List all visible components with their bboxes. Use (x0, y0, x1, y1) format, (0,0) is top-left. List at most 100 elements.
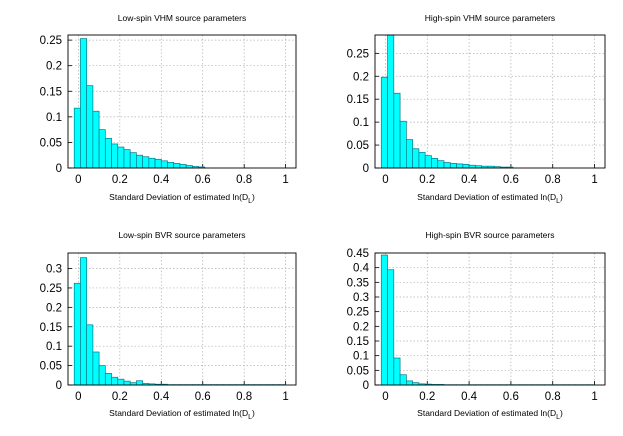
histogram-bar (380, 254, 388, 386)
histogram-bar (123, 380, 131, 386)
chart-title: High-spin BVR source parameters (426, 230, 555, 240)
histogram-bar (399, 374, 407, 386)
histogram-bar (98, 129, 106, 169)
histogram-bar (437, 160, 445, 169)
histogram-bar (387, 34, 395, 169)
x-tick-label: 0.8 (236, 174, 252, 186)
x-tick-label: 0.8 (236, 391, 252, 403)
x-tick-label: 0.2 (419, 174, 435, 186)
x-tick-label: 0 (382, 174, 388, 186)
x-tick-label: 0.2 (112, 391, 128, 403)
x-tick-label: 1 (591, 174, 597, 186)
y-tick-label: 0.05 (347, 365, 369, 377)
x-axis-label-end: ) (560, 192, 563, 202)
x-tick-label: 0 (75, 391, 81, 403)
x-axis-label: Standard Deviation of estimated ln(DL) (109, 408, 255, 421)
x-tick-label: 0.2 (419, 391, 435, 403)
histogram-bar (117, 378, 125, 386)
histogram-bar (424, 155, 432, 169)
histogram-bar (393, 92, 401, 169)
y-tick-label: 0.05 (40, 137, 62, 149)
x-axis-label-subscript: L (556, 414, 560, 421)
y-tick-label: 0.45 (347, 248, 369, 260)
x-axis-label-end: ) (252, 192, 255, 202)
x-tick-label: 0.6 (195, 174, 211, 186)
y-tick-label: 0.25 (347, 307, 369, 319)
y-tick-label: 0 (363, 380, 369, 392)
x-tick-label: 0.6 (503, 174, 519, 186)
histogram-bar (92, 351, 100, 386)
histogram-bar (123, 149, 131, 169)
x-tick-label: 0.8 (545, 391, 561, 403)
histogram-bar (449, 163, 457, 169)
y-tick-label: 0.05 (347, 140, 369, 152)
x-axis-label: Standard Deviation of estimated ln(DL) (417, 192, 563, 205)
x-axis-label-main: Standard Deviation of estimated ln(D (109, 408, 248, 418)
histogram-bar (406, 380, 413, 386)
histogram-bar (111, 143, 119, 169)
histogram-bar (142, 156, 150, 169)
x-axis-label-main: Standard Deviation of estimated ln(D (109, 192, 248, 202)
histogram-bar (104, 373, 112, 386)
x-axis-label: Standard Deviation of estimated ln(DL) (109, 192, 255, 205)
chart-title: Low-spin VHM source parameters (118, 13, 247, 23)
histogram-bar (380, 76, 388, 169)
y-tick-label: 0.4 (353, 263, 370, 275)
histogram-bar (393, 357, 401, 386)
histogram-bar (167, 162, 175, 169)
x-axis-label-main: Standard Deviation of estimated ln(D (417, 192, 556, 202)
y-tick-label: 0.1 (353, 351, 369, 363)
y-tick-label: 0.3 (46, 264, 62, 276)
histogram-bar (148, 157, 156, 169)
x-tick-label: 0.6 (195, 391, 211, 403)
x-axis-label-end: ) (252, 408, 255, 418)
y-tick-label: 0.25 (40, 283, 62, 295)
histogram-bar (456, 163, 464, 169)
chart-title: High-spin VHM source parameters (425, 13, 555, 23)
y-tick-label: 0.2 (353, 71, 369, 83)
histogram-bar (154, 158, 162, 169)
histogram-bar (73, 282, 81, 386)
y-tick-label: 0.1 (46, 112, 62, 124)
chart-title: Low-spin BVR source parameters (118, 230, 245, 240)
x-axis-label: Standard Deviation of estimated ln(DL) (417, 408, 563, 421)
y-tick-label: 0.15 (40, 322, 62, 334)
x-tick-label: 0.6 (503, 391, 519, 403)
x-tick-label: 0 (75, 174, 81, 186)
histogram-bar (136, 380, 143, 386)
y-tick-label: 0.15 (40, 86, 62, 98)
plot-frame (67, 252, 297, 386)
histogram-bar (98, 365, 106, 386)
x-tick-label: 0.4 (153, 174, 170, 186)
x-tick-label: 0 (382, 391, 388, 403)
histogram-bar (86, 85, 94, 169)
histogram-bar (179, 164, 187, 169)
x-axis-label-subscript: L (248, 414, 252, 421)
histogram-bar (86, 324, 94, 386)
plot-frame (67, 34, 297, 169)
histogram-bar (418, 152, 426, 169)
histogram-bar (136, 154, 143, 169)
x-axis-label-subscript: L (248, 198, 252, 205)
y-tick-label: 0.35 (347, 277, 369, 289)
x-tick-label: 1 (591, 391, 597, 403)
histogram-panel: 0 0.05 0.1 0.15 0.2 0.25 0.3 0 0.2 0.4 0.6 0.8 1 Low-… (40, 230, 297, 421)
x-tick-label: 0.2 (112, 174, 128, 186)
x-tick-label: 0.4 (461, 174, 478, 186)
histogram-bar (173, 163, 181, 169)
histogram-bar (111, 376, 119, 386)
x-tick-label: 1 (282, 174, 288, 186)
histogram-bar (129, 152, 137, 169)
histogram-bar (443, 162, 451, 169)
histogram-bar (80, 38, 88, 169)
plot-frame (374, 34, 606, 169)
y-tick-label: 0 (56, 163, 62, 175)
x-tick-label: 0.4 (461, 391, 478, 403)
x-tick-label: 0.8 (545, 174, 561, 186)
y-tick-label: 0.2 (46, 302, 62, 314)
y-tick-label: 0.1 (353, 117, 369, 129)
y-tick-label: 0.25 (347, 48, 369, 60)
x-tick-label: 1 (282, 391, 288, 403)
histogram-bar (92, 110, 100, 169)
